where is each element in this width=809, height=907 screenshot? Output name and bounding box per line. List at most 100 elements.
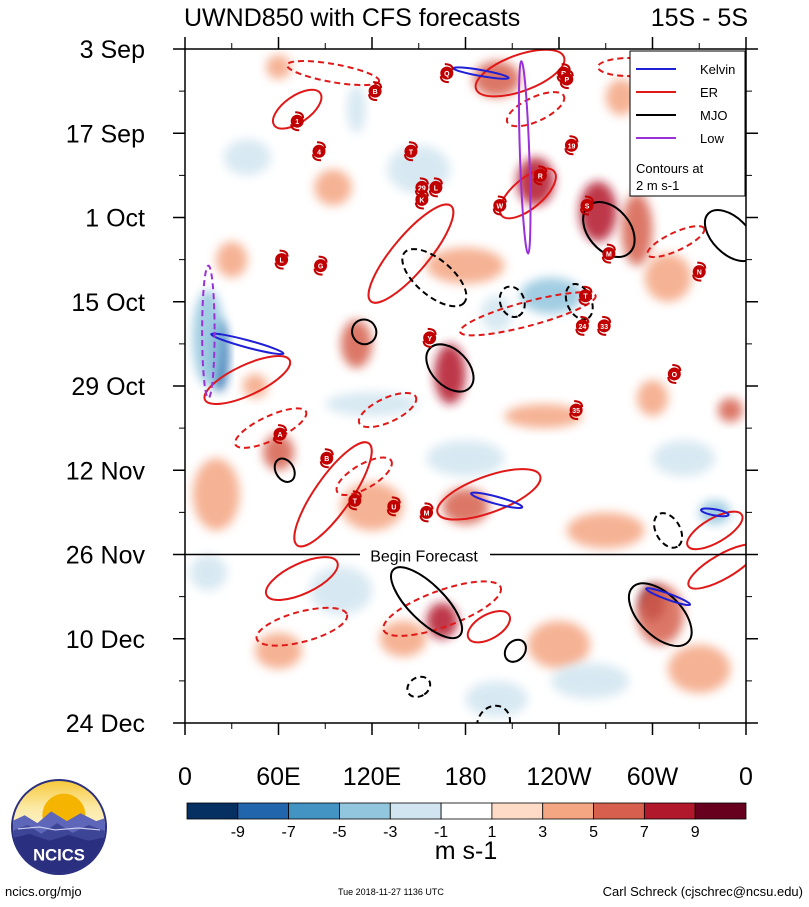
latitude-band-label: 15S - 5S [651,4,748,32]
y-tick-label: 29 Oct [71,373,145,401]
storm-marker: U [386,496,401,517]
anomaly-patch [668,644,731,693]
footer-timestamp: Tue 2018-11-27 1136 UTC [338,887,444,897]
contour-mjo [653,512,684,549]
anomaly-patch [566,512,645,549]
storm-marker: 1 [290,111,305,132]
contour-er [293,441,373,548]
storm-marker: T [578,285,593,306]
x-tick-label: 60E [256,763,300,791]
logo-text: NCICS [33,845,85,864]
contour-er [357,391,418,429]
contour-mjo [503,638,527,663]
colorbar-box [694,802,747,820]
colorbar-tick-label: -7 [282,824,296,841]
contour-mjo [476,704,511,723]
storm-label: B [324,456,329,463]
storm-label: P [564,77,569,84]
legend-note-line1: Contours at [636,161,704,176]
storm-label: O [672,372,678,379]
x-tick-label: 0 [178,763,192,791]
storm-label: Q [444,71,450,78]
contour-er [466,610,511,644]
contour-mjo [351,318,378,346]
colorbar-tick-label: 7 [640,824,649,841]
colorbar-box [643,802,696,820]
contour-mjo [401,248,468,308]
storm-label: T [353,498,358,505]
contour-er [264,556,339,601]
contour-er [646,225,706,259]
colorbar: -9 -7 -5 -3 -1 1 3 5 7 9 [186,802,747,841]
contour-mjo [703,209,746,263]
footer-site[interactable]: ncics.org/mjo [5,884,82,899]
colorbar-box [237,802,290,820]
anomaly-patch [605,79,637,116]
anomaly-patch [636,379,669,417]
colorbar-tick-label: 1 [487,824,496,841]
contour-er [436,468,542,521]
contour-low [517,60,532,255]
contour-er [367,203,455,304]
storm-marker: R [533,165,548,186]
storm-markers: QRBP14T19R29LKWSMLGNT2433YO35ABTUM [273,63,707,523]
storm-label: M [606,252,612,259]
anomaly-patch [266,55,291,80]
anomaly-patch [192,458,240,531]
anomaly-patch [216,241,248,278]
chart-title: UWND850 with CFS forecasts [184,4,520,32]
contour-er [459,291,597,337]
colorbar-box [491,802,544,820]
legend-box [629,50,746,197]
storm-label: 1 [295,119,299,126]
contour-mjo [390,566,463,640]
colorbar-tick-label: 5 [589,824,598,841]
legend-note-line2: 2 m s-1 [636,178,679,193]
storm-marker: 24 [575,315,590,336]
storm-marker: M [601,243,616,264]
contour-er [335,456,393,497]
storm-label: U [391,504,396,511]
storm-label: K [419,197,424,204]
x-tick-label: 0 [739,763,753,791]
storm-label: B [373,89,378,96]
storm-marker: M [419,502,434,523]
y-tick-label: 26 Nov [66,542,146,570]
storm-label: L [279,258,284,265]
anomaly-patch [504,404,583,429]
contour-low [201,264,216,400]
storm-marker: 19 [564,135,579,156]
anomaly-patch [242,373,268,399]
anomaly-patch [699,500,731,525]
contour-er [272,88,323,130]
anomaly-patch [347,85,366,134]
colorbar-tick-label: -9 [231,824,245,841]
contour-er [505,91,566,128]
contour-kelvin [700,507,730,518]
storm-label: N [697,270,702,277]
storm-label: 29 [418,185,426,192]
storm-marker: P [559,69,574,90]
anomaly-patch [621,193,653,266]
anomaly-patch [314,169,352,206]
footer-author: Carl Schreck (cjschrec@ncsu.edu) [602,884,803,899]
anomaly-patch [340,319,372,368]
legend-label-kelvin: Kelvin [700,62,735,77]
y-tick-label: 24 Dec [66,710,145,738]
storm-marker: L [274,249,289,270]
legend: Kelvin ER MJO Low Contours at 2 m s-1 [629,50,746,197]
storm-marker: S [580,195,595,216]
x-tick-label: 60W [627,763,679,791]
storm-label: A [278,432,283,439]
colorbar-box [593,802,645,820]
storm-marker: 33 [597,315,612,336]
storm-marker: K [414,189,429,210]
colorbar-tick-label: -1 [434,824,448,841]
storm-label: 33 [600,324,608,331]
colorbar-tick-label: -5 [332,824,346,841]
storm-label: 19 [568,143,576,150]
wave-contours [201,49,746,723]
storm-label: T [583,294,588,301]
storm-label: Y [427,336,432,343]
